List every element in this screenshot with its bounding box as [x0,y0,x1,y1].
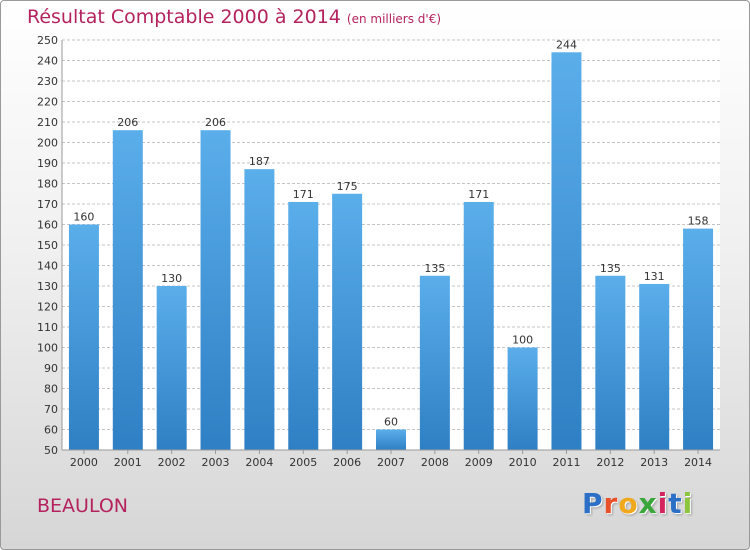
bar-2006 [332,193,363,450]
x-tick-label: 2009 [465,456,493,469]
data-label-2014: 158 [688,215,709,228]
bar-2007 [376,429,406,450]
bar-2005 [288,201,319,450]
data-label-2011: 244 [556,38,577,51]
bar-2014 [683,228,714,450]
y-tick-label: 210 [37,116,58,129]
x-tick-label: 2000 [70,456,98,469]
x-tick-label: 2004 [245,456,273,469]
logo-letter: r [603,487,619,520]
bar-2004 [244,169,275,450]
data-label-2006: 175 [337,180,358,193]
logo-letter: o [618,487,639,520]
bars: 160 206 130 206 187 171 175 60 135 171 100 244 135 13… [68,38,714,451]
x-tick-label: 2005 [289,456,317,469]
bar-2000 [68,224,99,450]
y-tick-label: 170 [37,198,58,211]
y-tick-label: 180 [37,178,58,191]
chart-title: Résultat Comptable 2000 à 2014 (en millie… [27,6,441,28]
y-tick-label: 250 [37,34,58,47]
logo-letter: P [582,487,604,520]
data-label-2007: 60 [384,416,398,429]
x-tick-label: 2006 [333,456,361,469]
data-label-2010: 100 [512,334,533,347]
x-tick-label: 2011 [552,456,580,469]
data-label-2008: 135 [424,262,445,275]
data-label-2009: 171 [468,188,489,201]
bar-2011 [551,52,582,451]
y-tick-label: 60 [44,424,58,437]
y-tick-label: 80 [44,383,58,396]
y-tick-label: 110 [37,321,58,334]
data-label-2005: 171 [293,188,314,201]
logo-letter: x [638,487,658,520]
bar-2008 [419,275,450,450]
data-label-2013: 131 [644,270,665,283]
data-label-2001: 206 [117,116,138,129]
x-tick-label: 2002 [158,456,186,469]
x-tick-label: 2001 [114,456,142,469]
logo-letter: i [682,487,694,520]
data-label-2012: 135 [600,262,621,275]
y-tick-label: 130 [37,280,58,293]
x-tick-label: 2003 [202,456,230,469]
x-tick-label: 2012 [596,456,624,469]
proxiti-logo: Proxiti [582,487,693,520]
x-tick-label: 2008 [421,456,449,469]
y-tick-label: 90 [44,362,58,375]
x-tick-label: 2007 [377,456,405,469]
bar-2010 [507,347,538,450]
data-label-2000: 160 [73,211,94,224]
data-label-2003: 206 [205,116,226,129]
bar-2002 [156,286,187,450]
y-tick-label: 150 [37,239,58,252]
y-tick-label: 230 [37,75,58,88]
y-tick-label: 160 [37,219,58,232]
y-tick-label: 220 [37,96,58,109]
x-tick-label: 2014 [684,456,712,469]
y-tick-label: 240 [37,55,58,68]
logo-letter: i [657,487,669,520]
y-tick-label: 120 [37,301,58,314]
chart-subtitle: (en milliers d'€) [346,12,442,26]
x-tick-label: 2013 [640,456,668,469]
y-tick-label: 100 [37,342,58,355]
y-tick-label: 50 [44,444,58,457]
chart-title-text: Résultat Comptable 2000 à 2014 [27,6,341,28]
y-axis-ticks: 50 60 70 80 90 100 110 120 130 140 150 160 170 180 190… [37,34,58,457]
bar-2012 [595,275,626,450]
x-axis-ticks: 2000 2001 2002 2003 2004 2005 2006 2007 2008 2009… [70,450,712,469]
x-tick-label: 2010 [509,456,537,469]
bar-2003 [200,130,231,450]
y-tick-label: 70 [44,403,58,416]
y-tick-label: 200 [37,137,58,150]
logo-letter: t [668,487,683,520]
bar-2013 [639,283,670,450]
entity-name: BEAULON [37,495,129,517]
bar-2009 [463,201,494,450]
y-tick-label: 190 [37,157,58,170]
data-label-2004: 187 [249,155,270,168]
y-tick-label: 140 [37,260,58,273]
bar-2001 [112,130,143,450]
data-label-2002: 130 [161,272,182,285]
